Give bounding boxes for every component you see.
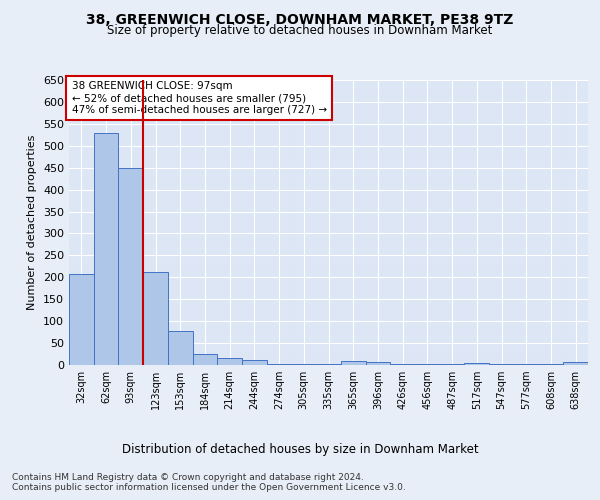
Bar bbox=[341, 362, 365, 365]
Bar bbox=[242, 360, 267, 365]
Text: Distribution of detached houses by size in Downham Market: Distribution of detached houses by size … bbox=[122, 442, 478, 456]
Bar bbox=[489, 364, 514, 365]
Bar bbox=[514, 364, 539, 365]
Text: 38, GREENWICH CLOSE, DOWNHAM MARKET, PE38 9TZ: 38, GREENWICH CLOSE, DOWNHAM MARKET, PE3… bbox=[86, 12, 514, 26]
Bar bbox=[118, 168, 143, 365]
Bar bbox=[217, 358, 242, 365]
Bar bbox=[440, 364, 464, 365]
Bar bbox=[539, 364, 563, 365]
Bar bbox=[563, 362, 588, 365]
Text: 38 GREENWICH CLOSE: 97sqm
← 52% of detached houses are smaller (795)
47% of semi: 38 GREENWICH CLOSE: 97sqm ← 52% of detac… bbox=[71, 82, 327, 114]
Bar bbox=[143, 272, 168, 365]
Y-axis label: Number of detached properties: Number of detached properties bbox=[28, 135, 37, 310]
Bar bbox=[316, 364, 341, 365]
Bar bbox=[390, 364, 415, 365]
Bar bbox=[292, 364, 316, 365]
Bar bbox=[464, 363, 489, 365]
Bar bbox=[168, 331, 193, 365]
Bar bbox=[69, 274, 94, 365]
Text: Contains HM Land Registry data © Crown copyright and database right 2024.
Contai: Contains HM Land Registry data © Crown c… bbox=[12, 472, 406, 492]
Bar bbox=[415, 364, 440, 365]
Text: Size of property relative to detached houses in Downham Market: Size of property relative to detached ho… bbox=[107, 24, 493, 37]
Bar bbox=[193, 354, 217, 365]
Bar bbox=[365, 362, 390, 365]
Bar bbox=[94, 132, 118, 365]
Bar bbox=[267, 364, 292, 365]
